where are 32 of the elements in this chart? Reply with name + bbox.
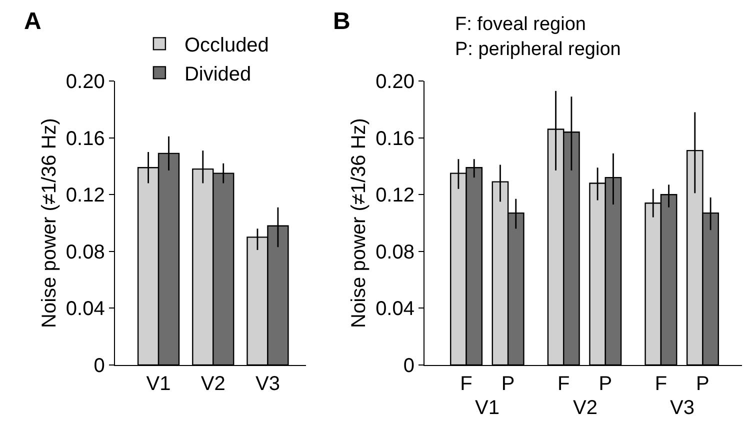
y-tick-label: 0.08 <box>376 241 415 264</box>
y-tick-label: 0.04 <box>376 298 415 320</box>
y-axis-title: Noise power (≠1/36 Hz) <box>38 118 60 328</box>
x-tick-label: V2 <box>200 373 226 395</box>
text: P: peripheral region <box>455 39 621 60</box>
x-tick-label: P <box>696 373 710 395</box>
y-tick-label: 0.16 <box>376 128 415 150</box>
y-tick-label: 0 <box>94 355 105 377</box>
chart-title: B <box>333 8 350 35</box>
x-tick-label: V1 <box>146 373 171 395</box>
y-axis-title: Noise power (≠1/36 Hz) <box>348 118 370 328</box>
text: F: foveal region <box>455 14 586 35</box>
text: V1 <box>475 397 500 419</box>
chart-title: A <box>24 8 42 35</box>
text: V2 <box>573 397 598 419</box>
y-tick-label: 0.16 <box>66 128 105 150</box>
text: V3 <box>670 397 694 419</box>
x-tick-label: F <box>460 373 472 395</box>
y-tick-label: 0 <box>403 355 415 377</box>
y-tick-label: 0.20 <box>66 71 105 93</box>
x-tick-label: P <box>501 373 515 395</box>
legend-label: Occluded <box>184 34 269 56</box>
y-tick-label: 0.12 <box>66 184 105 207</box>
y-tick-label: 0.08 <box>66 241 105 264</box>
x-tick-label: V3 <box>255 373 280 395</box>
x-tick-label: F <box>654 373 668 395</box>
legend-label: Divided <box>184 64 252 86</box>
y-tick-label: 0.20 <box>376 71 415 93</box>
x-tick-label: P <box>598 373 612 395</box>
y-tick-label: 0.04 <box>66 298 105 320</box>
y-tick-label: 0.12 <box>376 184 415 207</box>
x-tick-label: F <box>558 373 570 395</box>
